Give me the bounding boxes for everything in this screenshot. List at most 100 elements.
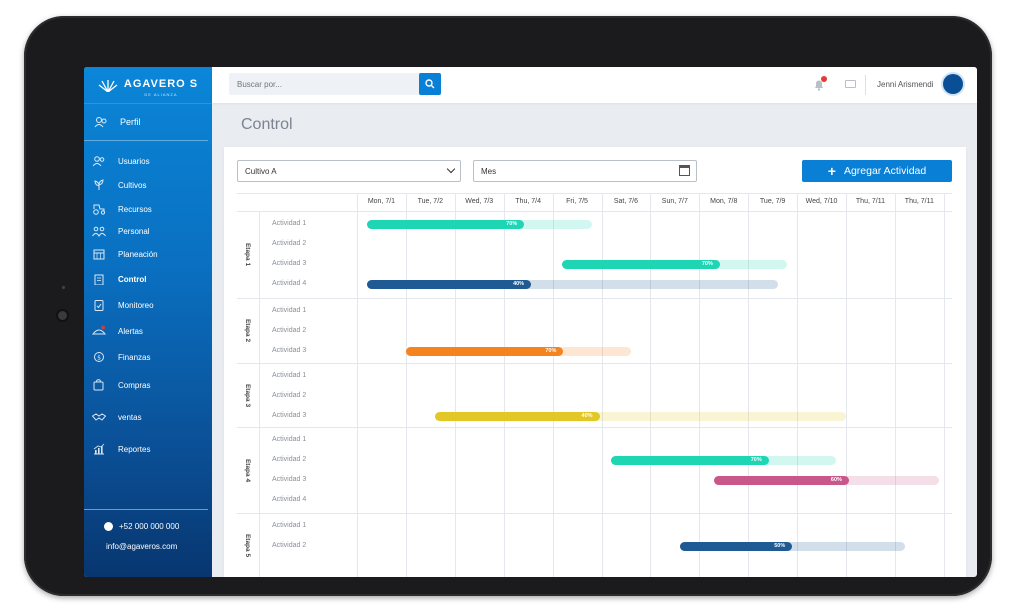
day-header: Sun, 7/7 bbox=[661, 198, 688, 205]
sidebar-item-control[interactable]: Control bbox=[84, 269, 212, 289]
brand-name: AGAVERO S bbox=[123, 77, 199, 90]
page-title: Control bbox=[241, 116, 293, 133]
search-input[interactable] bbox=[229, 73, 419, 95]
task-bar[interactable]: 50% bbox=[679, 541, 905, 551]
avatar[interactable] bbox=[943, 74, 963, 94]
sidebar-divider bbox=[84, 509, 208, 510]
sidebar-item-label: Reportes bbox=[118, 444, 151, 454]
sidebar-item-label: Recursos bbox=[118, 204, 152, 214]
crop-select-value: Cultivo A bbox=[245, 166, 277, 176]
range-select-value: Mes bbox=[481, 166, 497, 176]
activity-label: Actividad 1 bbox=[272, 436, 307, 443]
task-progress-label: 70% bbox=[506, 220, 518, 227]
sidebar-item-recursos[interactable]: Recursos bbox=[84, 199, 212, 219]
top-header: Jenni Arismendi bbox=[212, 67, 977, 103]
gantt-grid-line bbox=[699, 193, 701, 577]
phone-icon bbox=[104, 522, 113, 531]
sidebar-item-reportes[interactable]: Reportes bbox=[84, 439, 212, 459]
gantt-grid-line bbox=[503, 193, 505, 577]
gantt-grid-line bbox=[357, 193, 358, 577]
task-progress-label: 60% bbox=[830, 476, 842, 483]
contact-email[interactable]: info@agaveros.com bbox=[106, 542, 178, 551]
activity-label: Actividad 1 bbox=[272, 307, 307, 314]
search-box bbox=[229, 73, 441, 95]
day-header: Thu, 7/11 bbox=[904, 198, 934, 205]
search-button[interactable] bbox=[419, 73, 441, 95]
profile-icon bbox=[94, 117, 107, 128]
chevron-down-icon bbox=[446, 164, 456, 174]
calendar-icon bbox=[93, 249, 105, 260]
add-activity-button[interactable]: + Agregar Actividad bbox=[802, 160, 952, 182]
notifications-button[interactable] bbox=[813, 76, 827, 91]
task-progress-fill bbox=[713, 475, 849, 485]
agave-icon bbox=[98, 80, 118, 92]
sidebar-item-compras[interactable]: Compras bbox=[84, 375, 212, 395]
activity-label: Actividad 3 bbox=[272, 260, 307, 267]
task-progress-label: 70% bbox=[701, 260, 713, 267]
sidebar-item-planeacion[interactable]: Planeación bbox=[84, 244, 212, 264]
task-bar[interactable]: 40% bbox=[435, 411, 846, 421]
gantt-grid-line bbox=[650, 193, 652, 577]
tractor-icon bbox=[93, 204, 106, 215]
activity-label: Actividad 2 bbox=[272, 240, 307, 247]
sidebar-item-label: Control bbox=[118, 274, 147, 284]
sidebar-item-ventas[interactable]: ventas bbox=[84, 407, 212, 427]
sidebar-item-label: Perfil bbox=[120, 117, 141, 127]
sidebar-item-perfil[interactable]: Perfil bbox=[84, 104, 208, 141]
notification-badge bbox=[821, 76, 827, 82]
users-icon bbox=[92, 156, 105, 167]
task-progress-label: 50% bbox=[774, 542, 786, 549]
stage-label: Etapa 2 bbox=[237, 298, 259, 363]
task-progress-label: 70% bbox=[545, 347, 557, 354]
gantt-grid-line bbox=[552, 193, 554, 577]
task-bar[interactable]: 70% bbox=[366, 219, 592, 229]
task-bar[interactable]: 70% bbox=[405, 346, 631, 356]
stage-name: Etapa 2 bbox=[244, 318, 252, 343]
camera bbox=[58, 311, 67, 320]
gantt-header-line bbox=[237, 211, 952, 212]
stage-label: Etapa 4 bbox=[237, 427, 259, 513]
task-progress-fill bbox=[679, 541, 793, 551]
plus-icon: + bbox=[827, 163, 836, 179]
task-bar[interactable]: 60% bbox=[713, 475, 939, 485]
sensor-dot bbox=[62, 286, 65, 289]
task-progress-fill bbox=[366, 279, 532, 289]
workers-icon bbox=[92, 226, 106, 237]
activity-label: Actividad 2 bbox=[272, 327, 307, 334]
bell-icon bbox=[815, 80, 823, 91]
app-screen: AGAVERO S DE ALIANZA Perfil Usuarios Cult… bbox=[84, 67, 977, 577]
stage-label: Etapa 5 bbox=[237, 513, 259, 577]
contact-phone[interactable]: +52 000 000 000 bbox=[104, 522, 179, 531]
gantt-grid-line bbox=[601, 193, 603, 577]
search-icon bbox=[425, 79, 435, 89]
day-header: Sat, 7/6 bbox=[613, 198, 639, 205]
stage-name: Etapa 3 bbox=[244, 383, 252, 407]
task-progress-fill bbox=[562, 259, 720, 269]
range-select[interactable]: Mes bbox=[473, 160, 697, 182]
task-progress-fill bbox=[405, 346, 564, 356]
sidebar-item-monitoreo[interactable]: Monitoreo bbox=[84, 295, 212, 315]
plant-icon bbox=[94, 179, 104, 190]
gantt-grid-line bbox=[894, 193, 896, 577]
tablet-frame: AGAVERO S DE ALIANZA Perfil Usuarios Cult… bbox=[24, 16, 992, 596]
sidebar-item-alertas[interactable]: Alertas bbox=[84, 321, 212, 341]
header-divider bbox=[865, 75, 866, 95]
task-bar[interactable]: 70% bbox=[562, 259, 788, 269]
sidebar-item-finanzas[interactable]: $ Finanzas bbox=[84, 347, 212, 367]
brand-logo[interactable]: AGAVERO S DE ALIANZA bbox=[84, 67, 212, 104]
stage-divider bbox=[237, 513, 952, 514]
task-bar[interactable]: 70% bbox=[611, 455, 837, 465]
mail-icon[interactable] bbox=[845, 80, 856, 88]
user-name[interactable]: Jenni Arismendi bbox=[877, 80, 934, 89]
task-progress-label: 40% bbox=[513, 280, 525, 287]
sidebar-item-cultivos[interactable]: Cultivos bbox=[84, 175, 212, 195]
crop-select[interactable]: Cultivo A bbox=[237, 160, 461, 182]
sidebar-item-label: Usuarios bbox=[118, 156, 150, 166]
day-header: Thu, 7/4 bbox=[515, 198, 541, 205]
sidebar-item-personal[interactable]: Personal bbox=[84, 221, 212, 241]
day-header: Thu, 7/11 bbox=[855, 198, 885, 205]
cart-icon bbox=[93, 379, 104, 391]
sidebar-item-usuarios[interactable]: Usuarios bbox=[84, 151, 212, 171]
task-bar[interactable]: 40% bbox=[366, 279, 778, 289]
stage-name: Etapa 1 bbox=[244, 242, 252, 267]
